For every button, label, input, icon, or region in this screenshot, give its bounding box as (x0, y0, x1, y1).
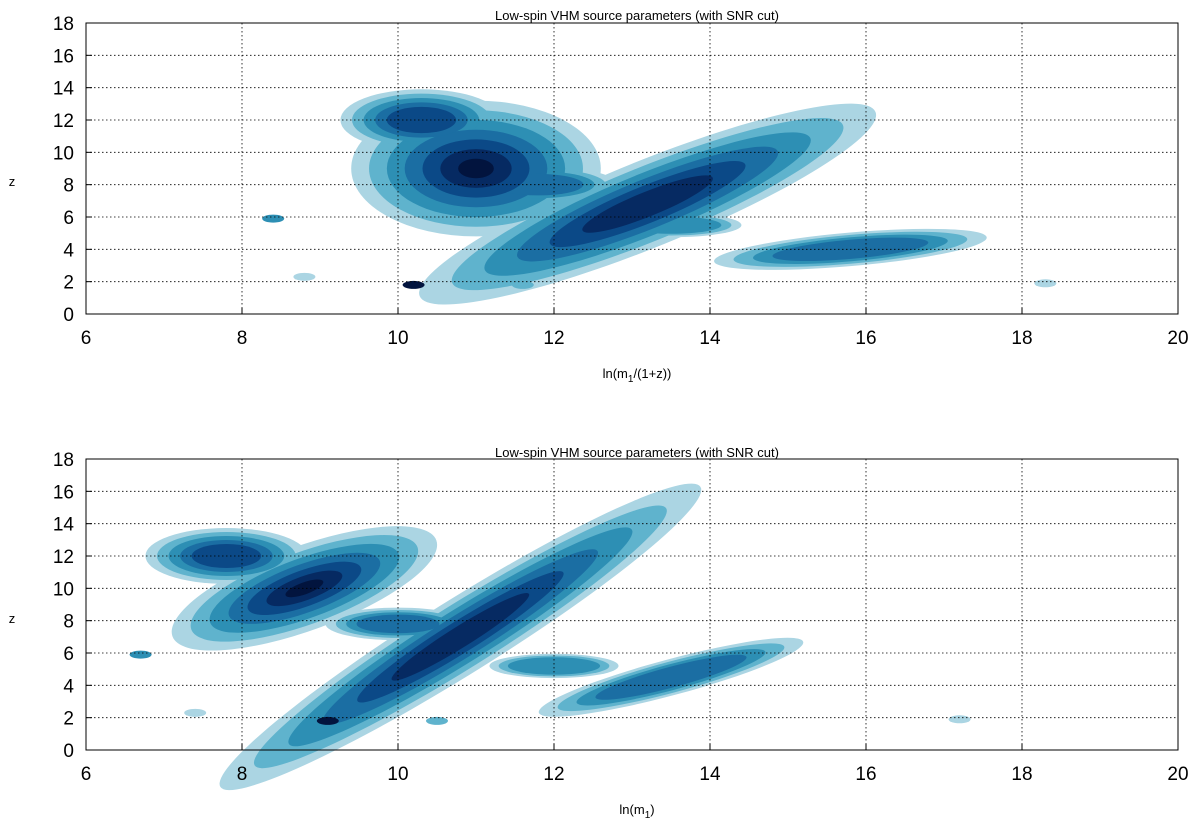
bottom-y-tick-label: 0 (63, 741, 74, 762)
top-y-tick-label: 8 (63, 176, 74, 197)
top-density-contour-l5-b0 (582, 175, 713, 233)
top-y-tick-label: 6 (63, 208, 74, 229)
top-density-speck-1 (262, 214, 285, 223)
top-density-speck-0 (402, 280, 425, 289)
bottom-y-tick-label: 16 (53, 482, 74, 503)
bottom-chart-title: Low-spin VHM source parameters (with SNR… (495, 445, 779, 460)
top-x-tick-label: 18 (1011, 328, 1032, 349)
top-density-contour-l4-b2 (386, 106, 457, 134)
bottom-x-tick-label: 18 (1011, 764, 1032, 785)
top-density-contour-l6-b1 (458, 158, 494, 179)
top-chart-axes: 6 8 10 12 14 16 18 20 0 2 4 6 8 10 12 14 16 18 (53, 14, 1189, 349)
bottom-density-speck-3 (948, 715, 971, 724)
top-heatmap-panel: Low-spin VHM source parameters (with SNR… (9, 8, 1189, 385)
top-y-tick-label: 4 (63, 240, 74, 261)
bottom-density-contour-l2-b5 (507, 657, 601, 675)
bottom-y-axis-label: z (9, 611, 16, 626)
bottom-x-tick-label: 10 (387, 764, 408, 785)
top-x-tick-label: 16 (855, 328, 876, 349)
bottom-y-tick-label: 12 (53, 547, 74, 568)
top-y-axis-label: z (9, 174, 16, 189)
bottom-x-tick-label: 16 (855, 764, 876, 785)
top-y-tick-label: 10 (53, 143, 74, 164)
top-x-axis-label: ln(m1/(1+z)) (603, 366, 672, 385)
bottom-x-tick-label: 12 (543, 764, 564, 785)
bottom-density-contour-l6-b1 (285, 579, 324, 598)
bottom-y-tick-label: 10 (53, 579, 74, 600)
bottom-y-tick-label: 6 (63, 644, 74, 665)
bottom-y-tick-label: 14 (53, 515, 75, 536)
top-y-tick-label: 2 (63, 273, 74, 294)
bottom-heatmap-density (129, 483, 971, 791)
bottom-density-speck-1 (129, 650, 152, 659)
bottom-plot-frame (85, 458, 1179, 751)
bottom-chart-axes: 6 8 10 12 14 16 18 20 0 2 4 6 8 10 12 14 16 18 (53, 450, 1189, 785)
bottom-y-tick-label: 4 (63, 676, 74, 697)
top-y-tick-label: 14 (53, 79, 75, 100)
top-x-tick-label: 8 (237, 328, 248, 349)
top-x-tick-label: 10 (387, 328, 408, 349)
top-y-tick-label: 0 (63, 305, 74, 326)
top-plot-frame (85, 22, 1179, 315)
bottom-y-tick-label: 18 (53, 450, 74, 471)
top-x-tick-label: 12 (543, 328, 564, 349)
bottom-y-tick-label: 2 (63, 709, 74, 730)
top-heatmap-density (262, 89, 1057, 305)
top-y-tick-label: 16 (53, 46, 74, 67)
top-x-tick-label: 20 (1167, 328, 1188, 349)
top-density-speck-3 (1034, 279, 1057, 288)
bottom-density-speck-4 (184, 708, 207, 717)
top-chart-title: Low-spin VHM source parameters (with SNR… (495, 8, 779, 23)
top-density-speck-2 (511, 280, 534, 289)
bottom-x-tick-label: 8 (237, 764, 248, 785)
bottom-x-tick-label: 20 (1167, 764, 1188, 785)
bottom-density-contour-l5-b0 (391, 593, 530, 681)
bottom-density-speck-2 (426, 716, 448, 725)
bottom-x-tick-label: 14 (699, 764, 721, 785)
bottom-density-speck-0 (316, 716, 339, 725)
bottom-x-axis-label: ln(m1) (619, 802, 654, 821)
bottom-density-contour-l3-b3 (595, 654, 747, 700)
bottom-heatmap-panel: Low-spin VHM source parameters (with SNR… (9, 445, 1189, 821)
top-x-tick-label: 14 (699, 328, 721, 349)
bottom-y-tick-label: 8 (63, 612, 74, 633)
bottom-x-tick-label: 6 (81, 764, 92, 785)
top-x-tick-label: 6 (81, 328, 92, 349)
top-density-speck-4 (293, 272, 316, 281)
top-y-tick-label: 18 (53, 14, 74, 35)
top-y-tick-label: 12 (53, 111, 74, 132)
